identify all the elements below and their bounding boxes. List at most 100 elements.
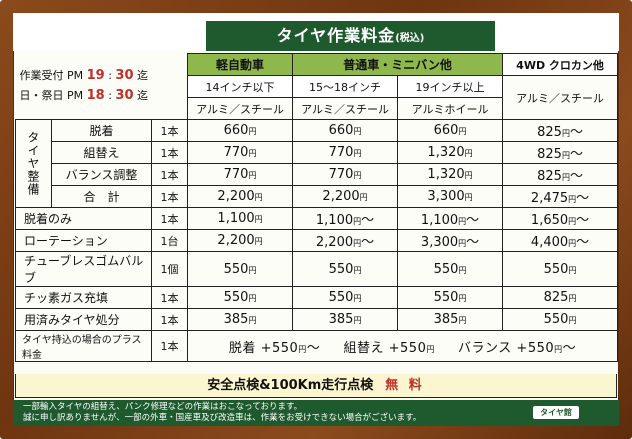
- price-cell: 385円: [187, 308, 294, 331]
- extra-b-value: +550: [388, 340, 427, 356]
- row-label: 脱着: [51, 119, 152, 142]
- price-value: 660: [223, 123, 249, 138]
- price-value: 2,200: [217, 233, 255, 248]
- yen-unit: 円: [254, 193, 263, 202]
- price-cell: 2,475円～: [502, 185, 619, 208]
- row-label: ローテーション: [15, 229, 152, 252]
- extra-c-value: +550: [516, 340, 555, 356]
- price-cell: 825円～: [502, 163, 619, 186]
- price-board: タイヤ作業料金(税込) 作業受付 PM 19 : 30 迄 日・祭日 PM 18…: [13, 13, 619, 426]
- yen-unit: 円: [353, 149, 362, 158]
- extra-values: 脱着 +550円～ 組替え +550円 バランス +550円～: [187, 330, 619, 362]
- table-row: 組替え 1本 770円 770円 1,320円 825円～: [16, 141, 619, 164]
- row-unit: 1本: [150, 119, 189, 142]
- free-inspection-text: 安全点検&100Km走行点検: [207, 378, 374, 393]
- table-row: バランス調整 1本 770円 770円 1,320円 825円～: [16, 163, 619, 186]
- price-value: 825: [537, 169, 562, 184]
- row-label: チッ素ガス充填: [15, 286, 152, 309]
- price-value: 385: [223, 312, 249, 327]
- row-unit: 1本: [150, 141, 189, 164]
- price-cell: 825円: [502, 286, 619, 309]
- price-value: 1,320: [427, 145, 465, 160]
- yen-unit: 円: [458, 127, 467, 136]
- price-value: 660: [433, 123, 459, 138]
- price-value: 825: [537, 147, 562, 162]
- price-value: 770: [328, 167, 354, 182]
- row-unit: 1本: [150, 185, 189, 208]
- price-value: 550: [223, 290, 249, 305]
- price-cell: 385円: [292, 308, 399, 331]
- weekday-hours: 作業受付 PM 19 : 30 迄: [19, 68, 149, 84]
- price-value: 550: [433, 261, 459, 277]
- yen-unit: 円: [248, 316, 257, 325]
- price-value: 825: [543, 290, 569, 305]
- price-value: 660: [328, 123, 354, 138]
- row-unit: 1台: [150, 229, 189, 252]
- price-value: 1,100: [420, 213, 459, 228]
- price-value: 2,200: [322, 189, 360, 204]
- price-tilde: ～: [569, 147, 583, 162]
- price-cell: 385円: [397, 308, 504, 331]
- price-value: 1,100: [315, 213, 354, 228]
- footer-notes: 一部輸入タイヤの組替え、パンク修理などの作業はおこなっております。 誠に申し訳あ…: [13, 400, 619, 426]
- price-value: 3,300: [427, 189, 465, 204]
- price-cell: 4,400円～: [502, 229, 619, 252]
- group-label: タイヤ整備: [15, 119, 52, 208]
- price-cell: 770円: [292, 141, 399, 164]
- yen-unit: 円: [458, 217, 467, 226]
- extra-label: タイヤ持込の場合のプラス料金: [15, 330, 152, 362]
- price-cell: 1,100円～: [397, 207, 504, 230]
- yen-unit: 円: [458, 316, 467, 325]
- yen-unit: 円: [561, 129, 570, 138]
- price-cell: 770円: [292, 163, 399, 186]
- mat-4wd: アルミ／スチール: [502, 75, 619, 120]
- price-cell: 550円: [292, 251, 399, 287]
- price-value: 770: [328, 145, 354, 160]
- yen-unit: 円: [458, 265, 467, 275]
- price-cell: 660円: [292, 119, 399, 142]
- hours-cell: 作業受付 PM 19 : 30 迄 日・祭日 PM 18 : 30 迄: [16, 54, 188, 120]
- extra-a-label: 脱着: [228, 340, 256, 356]
- extra-b-label: 組替え: [343, 340, 384, 356]
- yen-unit: 円: [561, 173, 570, 182]
- yen-unit: 円: [248, 149, 257, 158]
- yen-unit: 円: [353, 294, 362, 303]
- row-label: 合 計: [51, 185, 152, 208]
- yen-unit: 円: [561, 151, 570, 160]
- yen-unit: 円: [568, 316, 577, 325]
- price-value: 825: [537, 125, 562, 140]
- price-value: 3,300: [420, 235, 459, 250]
- free-inspection-band: 安全点検&100Km走行点検無 料: [15, 374, 617, 398]
- price-cell: 1,320円: [397, 163, 504, 186]
- price-cell: 550円: [502, 308, 619, 331]
- row-label: バランス調整: [51, 163, 152, 186]
- price-tilde: ～: [576, 213, 590, 228]
- row-label: 脱着のみ: [15, 207, 152, 230]
- header-futsu: 普通車・ミニバン他: [292, 53, 504, 76]
- yen-unit: 円: [248, 265, 257, 275]
- yen-unit: 円: [568, 195, 577, 204]
- price-cell: 550円: [397, 286, 504, 309]
- price-value: 2,475: [530, 191, 569, 206]
- row-unit: 1個: [150, 251, 189, 287]
- yen-unit: 円: [248, 171, 257, 180]
- yen-unit: 円: [353, 265, 362, 275]
- price-cell: 550円: [502, 251, 619, 287]
- price-table: 作業受付 PM 19 : 30 迄 日・祭日 PM 18 : 30 迄 軽自動車…: [15, 53, 619, 362]
- table-row: ローテーション 1台 2,200円 2,200円～ 3,300円～ 4,400円～: [15, 229, 619, 252]
- brand-logo: タイヤ館: [533, 406, 579, 419]
- price-cell: 2,200円: [187, 185, 294, 208]
- price-tilde: ～: [569, 125, 583, 140]
- page-title: タイヤ作業料金(税込): [206, 21, 495, 51]
- yen-unit: 円: [458, 294, 467, 303]
- price-value: 550: [328, 290, 354, 305]
- price-cell: 3,300円～: [397, 229, 504, 252]
- price-tilde: ～: [361, 235, 375, 250]
- price-value: 550: [328, 261, 354, 277]
- table-row: チッ素ガス充填 1本 550円 550円 550円 825円: [15, 286, 619, 309]
- price-cell: 2,200円～: [292, 229, 399, 252]
- yen-unit: 円: [568, 217, 577, 226]
- size-mid: 15～18インチ: [292, 75, 399, 98]
- mat-mid: アルミ／スチール: [292, 97, 399, 120]
- title-tax-note: (税込): [395, 33, 425, 44]
